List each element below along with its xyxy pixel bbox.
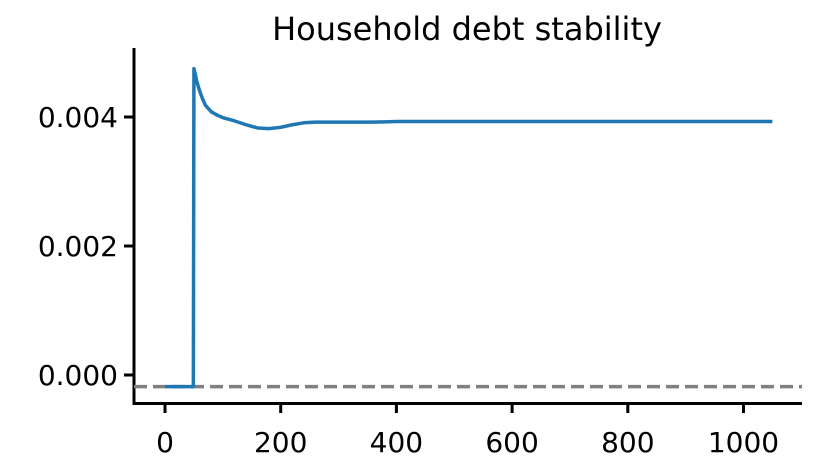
x-tick-label: 800 bbox=[601, 426, 654, 459]
y-tick-label: 0.000 bbox=[38, 359, 118, 392]
x-tick-label: 200 bbox=[254, 426, 307, 459]
x-tick-label: 600 bbox=[485, 426, 538, 459]
y-tick-label: 0.004 bbox=[38, 101, 118, 134]
y-tick-label: 0.002 bbox=[38, 230, 118, 263]
series-line-1 bbox=[165, 66, 773, 389]
x-tick-label: 1000 bbox=[708, 426, 779, 459]
x-tick-label: 400 bbox=[370, 426, 423, 459]
chart-title: Household debt stability bbox=[272, 10, 662, 48]
x-tick-label: 0 bbox=[156, 426, 174, 459]
